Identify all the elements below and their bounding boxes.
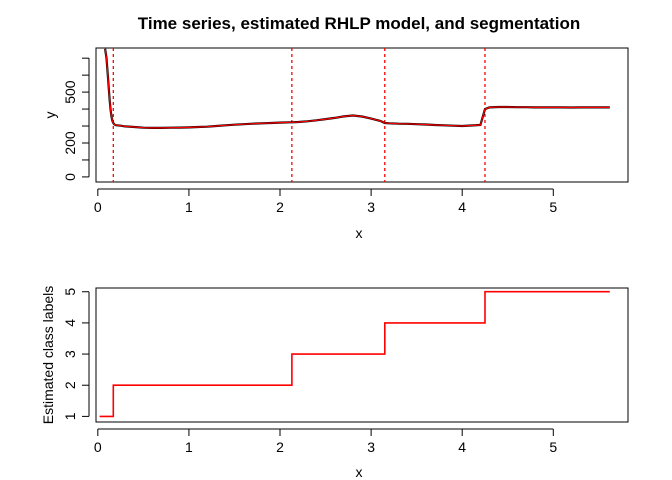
y-tick-label: 500 xyxy=(62,80,78,104)
x-tick-label: 2 xyxy=(276,439,284,455)
top-y-axis: 0 200 500 xyxy=(62,57,90,181)
model-fit-line xyxy=(104,48,610,129)
y-tick-label: 200 xyxy=(62,131,78,155)
x-tick-label: 1 xyxy=(185,439,193,455)
class-label-line xyxy=(99,290,610,418)
y-tick-label: 4 xyxy=(62,319,78,327)
x-tick-label: 0 xyxy=(94,199,102,215)
top-y-axis-label: y xyxy=(42,112,58,119)
x-tick-label: 4 xyxy=(458,199,466,215)
y-tick-label: 5 xyxy=(62,288,78,296)
top-x-axis: 0 1 2 3 4 5 xyxy=(94,188,557,215)
x-tick-label: 3 xyxy=(367,199,375,215)
bottom-x-axis-label: x xyxy=(356,464,363,480)
y-tick-label: 1 xyxy=(62,412,78,420)
x-tick-label: 3 xyxy=(367,439,375,455)
bottom-x-axis: 0 1 2 3 4 5 xyxy=(94,428,557,455)
y-tick-label: 2 xyxy=(62,381,78,389)
top-chart-title: Time series, estimated RHLP model, and s… xyxy=(138,14,580,33)
x-tick-label: 2 xyxy=(276,199,284,215)
bottom-y-axis-label: Estimated class labels xyxy=(40,286,56,425)
bottom-y-axis: 1 2 3 4 5 xyxy=(62,288,90,420)
bottom-plot-frame xyxy=(95,287,629,423)
bottom-series-group xyxy=(99,290,610,418)
top-series-group xyxy=(104,48,610,130)
x-tick-label: 5 xyxy=(549,439,557,455)
top-panel: Time series, estimated RHLP model, and s… xyxy=(42,14,629,241)
bottom-panel: 0 1 2 3 4 5 1 2 3 4 5 x Estimated class labels xyxy=(40,286,629,480)
y-tick-label: 0 xyxy=(62,173,78,181)
x-tick-label: 1 xyxy=(185,199,193,215)
top-plot-frame xyxy=(95,47,629,183)
x-tick-label: 5 xyxy=(549,199,557,215)
y-tick-label: 3 xyxy=(62,350,78,358)
top-x-axis-label: x xyxy=(356,225,363,241)
top-segment-boundaries xyxy=(112,48,486,182)
x-tick-label: 4 xyxy=(458,439,466,455)
x-tick-label: 0 xyxy=(94,439,102,455)
